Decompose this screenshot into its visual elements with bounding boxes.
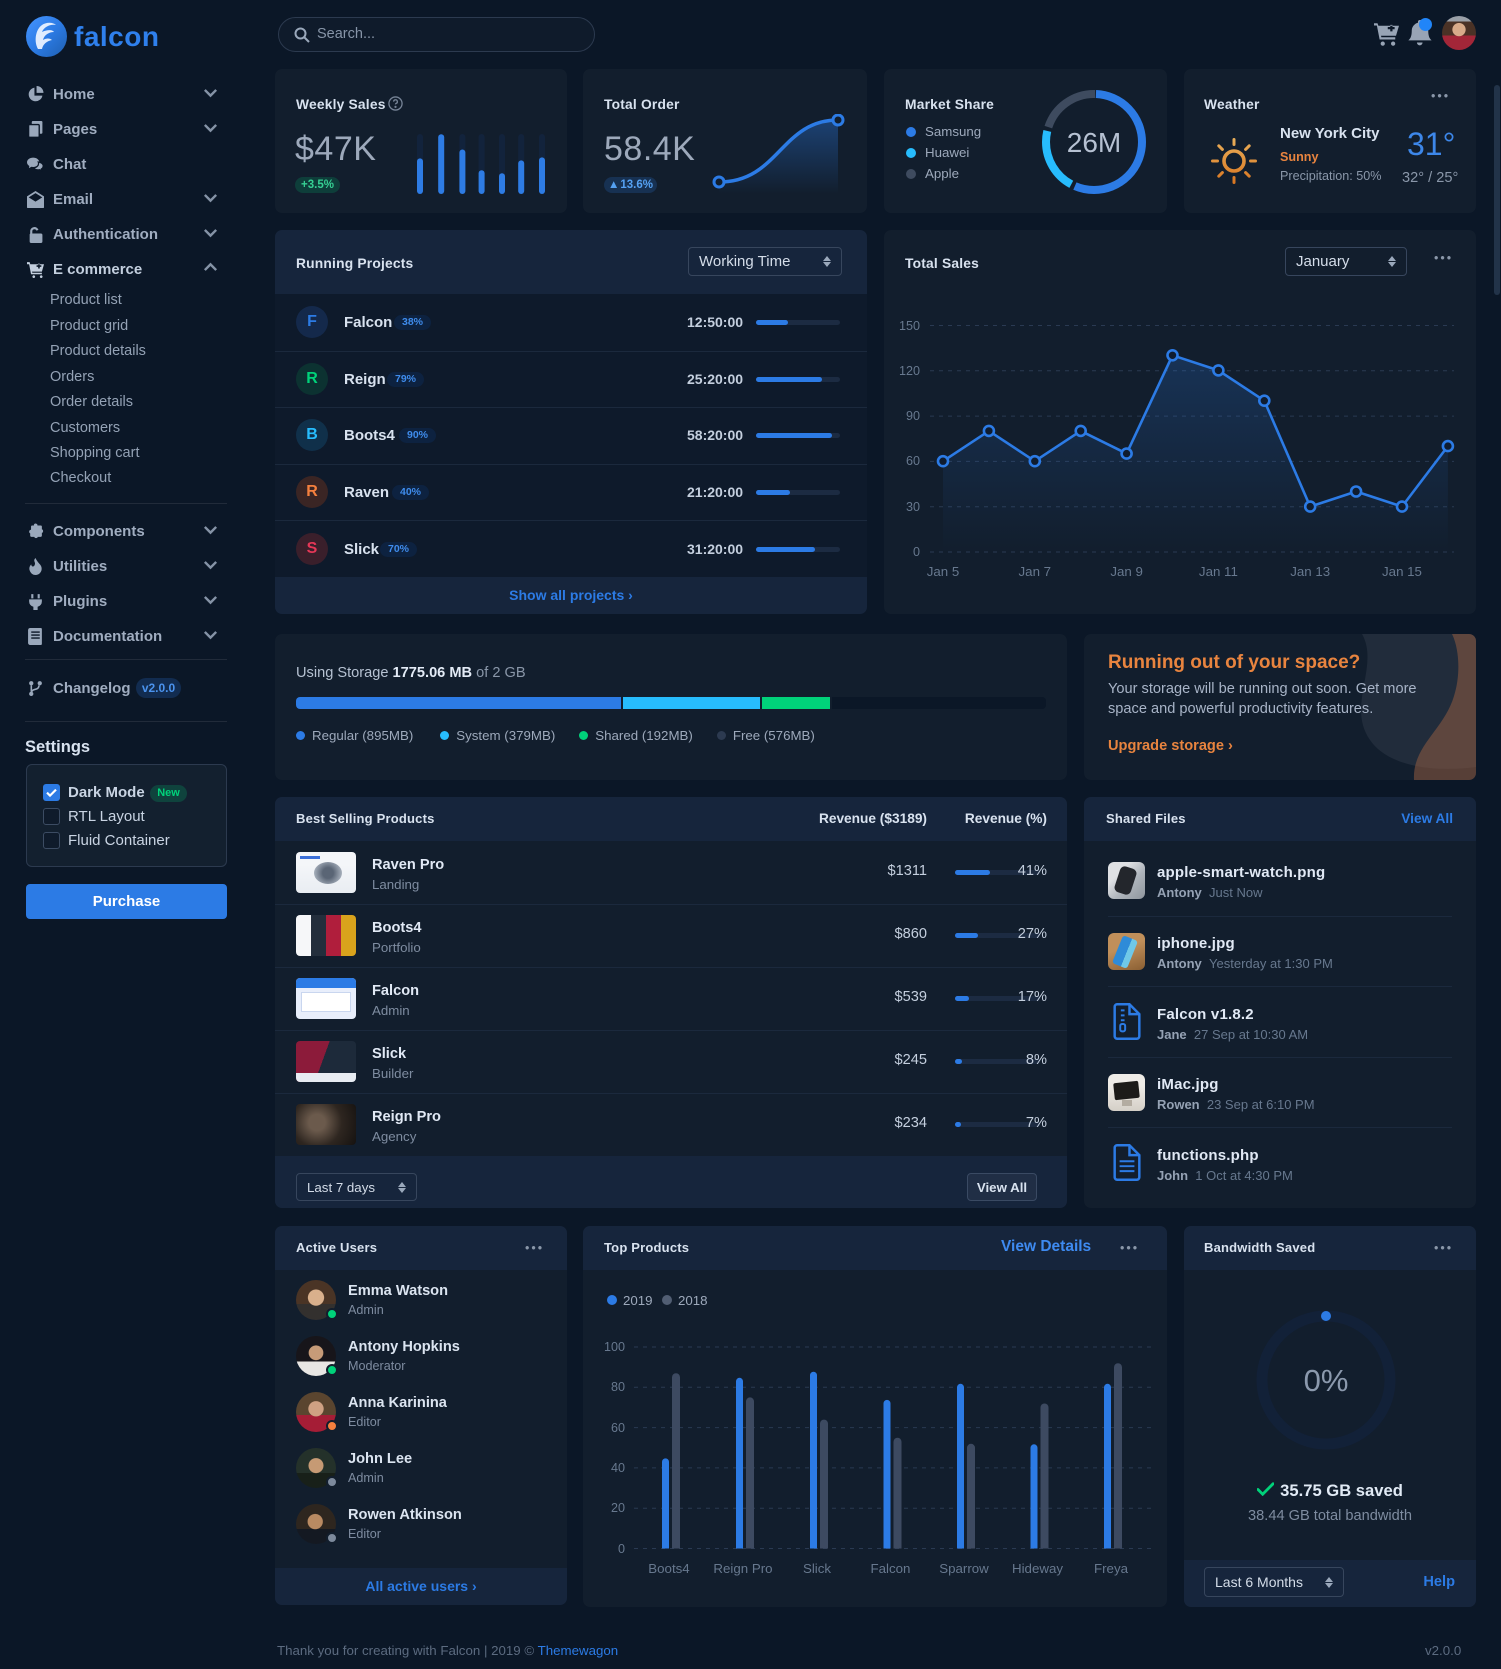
svg-text:Jan 15: Jan 15 [1382, 564, 1422, 579]
svg-text:30: 30 [906, 500, 920, 514]
svg-text:Jan 5: Jan 5 [927, 564, 960, 579]
svg-text:80: 80 [611, 1380, 625, 1394]
svg-text:Boots4: Boots4 [648, 1561, 689, 1576]
svg-text:Reign Pro: Reign Pro [713, 1561, 772, 1576]
svg-text:Jan 13: Jan 13 [1290, 564, 1330, 579]
svg-text:Hideway: Hideway [1012, 1561, 1063, 1576]
svg-text:Jan 9: Jan 9 [1110, 564, 1143, 579]
svg-text:150: 150 [899, 319, 920, 333]
svg-text:100: 100 [604, 1340, 625, 1354]
svg-text:2019: 2019 [623, 1293, 653, 1308]
svg-text:Jan 7: Jan 7 [1019, 564, 1052, 579]
svg-text:90: 90 [906, 409, 920, 423]
svg-text:Slick: Slick [803, 1561, 831, 1576]
svg-text:Sparrow: Sparrow [939, 1561, 989, 1576]
svg-text:Falcon: Falcon [871, 1561, 911, 1576]
svg-text:Jan 11: Jan 11 [1199, 564, 1238, 579]
svg-text:0: 0 [618, 1542, 625, 1556]
svg-text:Freya: Freya [1094, 1561, 1129, 1576]
svg-text:120: 120 [899, 364, 920, 378]
svg-text:26M: 26M [1067, 127, 1121, 158]
svg-text:60: 60 [906, 454, 920, 468]
svg-text:20: 20 [611, 1501, 625, 1515]
svg-text:0%: 0% [1304, 1363, 1349, 1398]
svg-text:0: 0 [913, 545, 920, 559]
svg-text:40: 40 [611, 1461, 625, 1475]
svg-text:2018: 2018 [678, 1293, 708, 1308]
svg-text:60: 60 [611, 1421, 625, 1435]
